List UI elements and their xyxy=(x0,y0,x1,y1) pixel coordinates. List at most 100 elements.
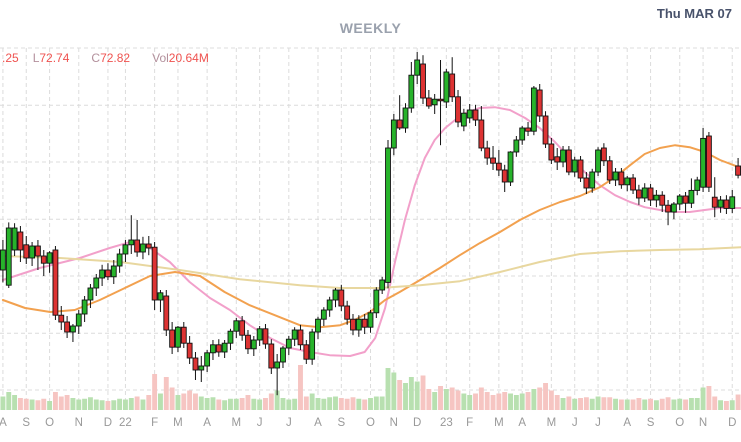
candle-up xyxy=(70,325,76,333)
volume-bar xyxy=(671,399,677,410)
candle-up xyxy=(431,98,438,106)
candle-up xyxy=(671,203,677,213)
candle-down xyxy=(35,245,41,257)
volume-bar xyxy=(35,400,41,410)
volume-bar xyxy=(537,387,543,410)
volume-bar xyxy=(653,400,659,410)
volume-bar xyxy=(496,393,502,410)
candle-down xyxy=(618,171,625,186)
volume-bar xyxy=(490,395,496,410)
candle-up xyxy=(315,318,321,333)
candle-down xyxy=(472,109,479,121)
candle-down xyxy=(23,244,30,259)
candle-down xyxy=(338,289,345,307)
volume-bar xyxy=(683,399,689,410)
legend-volume-label: Vol xyxy=(152,51,169,65)
candle-up xyxy=(390,119,397,149)
legend-low-value: 72.74 xyxy=(39,51,70,65)
candle-up xyxy=(519,127,526,141)
candle-up xyxy=(291,329,298,340)
volume-bar xyxy=(601,397,607,410)
month-label: A xyxy=(203,417,211,429)
candle-up xyxy=(0,249,6,271)
candle-down xyxy=(565,149,572,173)
volume-bar xyxy=(368,398,373,410)
candle-down xyxy=(635,189,642,199)
ohlc-legend: .25 L72.74 C72.82 Vol20.64M xyxy=(2,51,231,65)
volume-bar xyxy=(560,398,566,410)
candle-down xyxy=(17,231,24,251)
month-label: M xyxy=(173,417,183,429)
candle-up xyxy=(402,107,409,129)
volume-bar xyxy=(373,396,379,410)
candle-up xyxy=(443,71,450,103)
volume-bar xyxy=(461,393,467,410)
candle-up xyxy=(513,139,520,153)
month-label: S xyxy=(22,417,30,429)
volume-bar xyxy=(688,398,694,410)
volume-bar xyxy=(298,365,303,410)
volume-bar xyxy=(718,400,724,410)
candle-down xyxy=(192,357,199,371)
volume-bar xyxy=(379,396,385,410)
volume-bar xyxy=(618,399,624,410)
volume-bar xyxy=(449,387,455,410)
volume-bar xyxy=(292,398,298,410)
volume-bar xyxy=(338,398,344,410)
candle-down xyxy=(711,196,718,208)
volume-bar xyxy=(595,396,601,410)
candle-down xyxy=(40,255,47,264)
month-label: M xyxy=(494,417,504,429)
candle-up xyxy=(653,194,660,201)
candle-up xyxy=(309,331,316,360)
volume-bar xyxy=(17,398,23,410)
candle-up xyxy=(507,151,514,183)
volume-bar xyxy=(420,375,426,410)
volume-bars-layer xyxy=(0,365,741,410)
volume-bar xyxy=(706,386,712,410)
volume-bar xyxy=(251,398,257,410)
month-label: M xyxy=(547,417,557,429)
volume-bar xyxy=(93,399,99,410)
volume-bar xyxy=(648,398,654,410)
candle-up xyxy=(75,313,82,327)
volume-bar xyxy=(665,397,671,410)
volume-bar xyxy=(356,398,362,410)
candle-down xyxy=(536,89,543,117)
candle-down xyxy=(297,329,304,346)
candle-up xyxy=(717,199,724,208)
candle-up xyxy=(250,339,257,350)
volume-bar xyxy=(12,395,18,410)
date-label: Thu MAR 07 xyxy=(656,6,732,21)
candle-down xyxy=(630,177,636,191)
candle-up xyxy=(157,292,164,301)
volume-bar xyxy=(228,398,233,410)
candle-down xyxy=(350,318,356,331)
volume-bar xyxy=(233,398,239,410)
legend-close-value: 72.82 xyxy=(100,51,131,65)
candle-up xyxy=(641,187,648,199)
volume-bar xyxy=(70,398,76,410)
volume-bar xyxy=(175,395,181,410)
volume-bar xyxy=(169,387,175,410)
volume-bar xyxy=(636,398,642,410)
candle-up xyxy=(379,279,386,291)
volume-bar xyxy=(333,396,338,410)
volume-bar xyxy=(723,401,729,410)
volume-bar xyxy=(105,401,111,410)
candle-down xyxy=(525,127,531,132)
candles-layer xyxy=(0,52,741,396)
volume-bar xyxy=(508,393,513,410)
candle-up xyxy=(280,347,286,363)
candle-down xyxy=(420,63,426,99)
candle-down xyxy=(583,177,590,189)
candle-down xyxy=(437,98,444,102)
volume-bar xyxy=(519,393,525,410)
candle-down xyxy=(449,73,456,98)
candle-up xyxy=(612,171,619,181)
candle-up xyxy=(93,277,100,289)
volume-bar xyxy=(548,390,554,410)
volume-bar xyxy=(735,394,741,410)
candle-up xyxy=(355,318,362,331)
